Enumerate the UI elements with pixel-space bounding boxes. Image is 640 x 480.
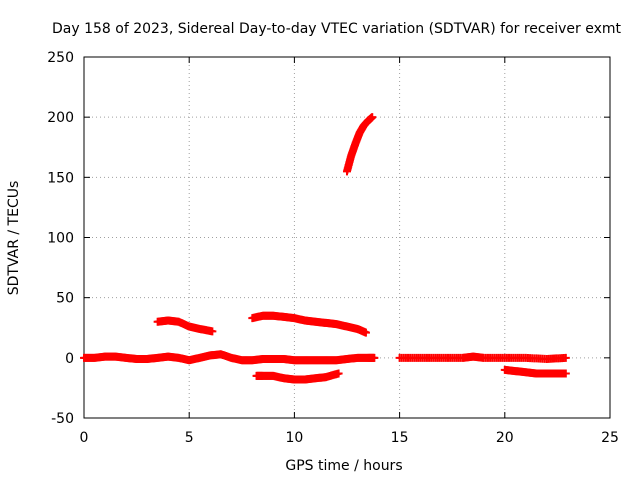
data-point [361,328,370,337]
x-tick-label: 20 [496,430,514,446]
x-tick-label: 0 [80,430,89,446]
x-tick-label: 25 [601,430,619,446]
data-point [368,113,377,122]
data-series-4 [252,369,343,384]
data-series-7 [500,365,570,378]
data-series-5 [343,113,377,176]
x-axis-label: GPS time / hours [285,458,402,474]
y-tick-label: 0 [65,351,74,367]
data-marks [80,113,570,384]
y-tick-labels: -50 0 50 100 150 200 250 [47,50,74,427]
y-axis-label: SDTVAR / TECUs [6,181,22,296]
data-point [370,353,379,362]
data-series-6 [395,352,570,364]
y-tick-label: 100 [47,231,74,247]
grid [84,57,610,418]
y-tick-label: 200 [47,110,74,126]
data-point [208,327,217,336]
y-tick-label: 150 [47,170,74,186]
data-point [561,369,570,378]
data-series-2 [153,316,217,336]
data-point [334,369,343,378]
axis-ticks [83,56,611,419]
y-tick-label: -50 [51,411,74,427]
data-point [561,353,570,362]
x-tick-label: 15 [391,430,409,446]
plot-frame [83,56,611,419]
data-series-1 [80,350,379,365]
data-series-3 [248,311,370,337]
x-tick-label: 5 [185,430,194,446]
chart-title: Day 158 of 2023, Sidereal Day-to-day VTE… [52,21,622,37]
y-tick-label: 50 [56,291,74,307]
x-tick-labels: 0 5 10 15 20 25 [80,430,619,446]
x-tick-label: 10 [285,430,303,446]
y-tick-label: 250 [47,50,74,66]
